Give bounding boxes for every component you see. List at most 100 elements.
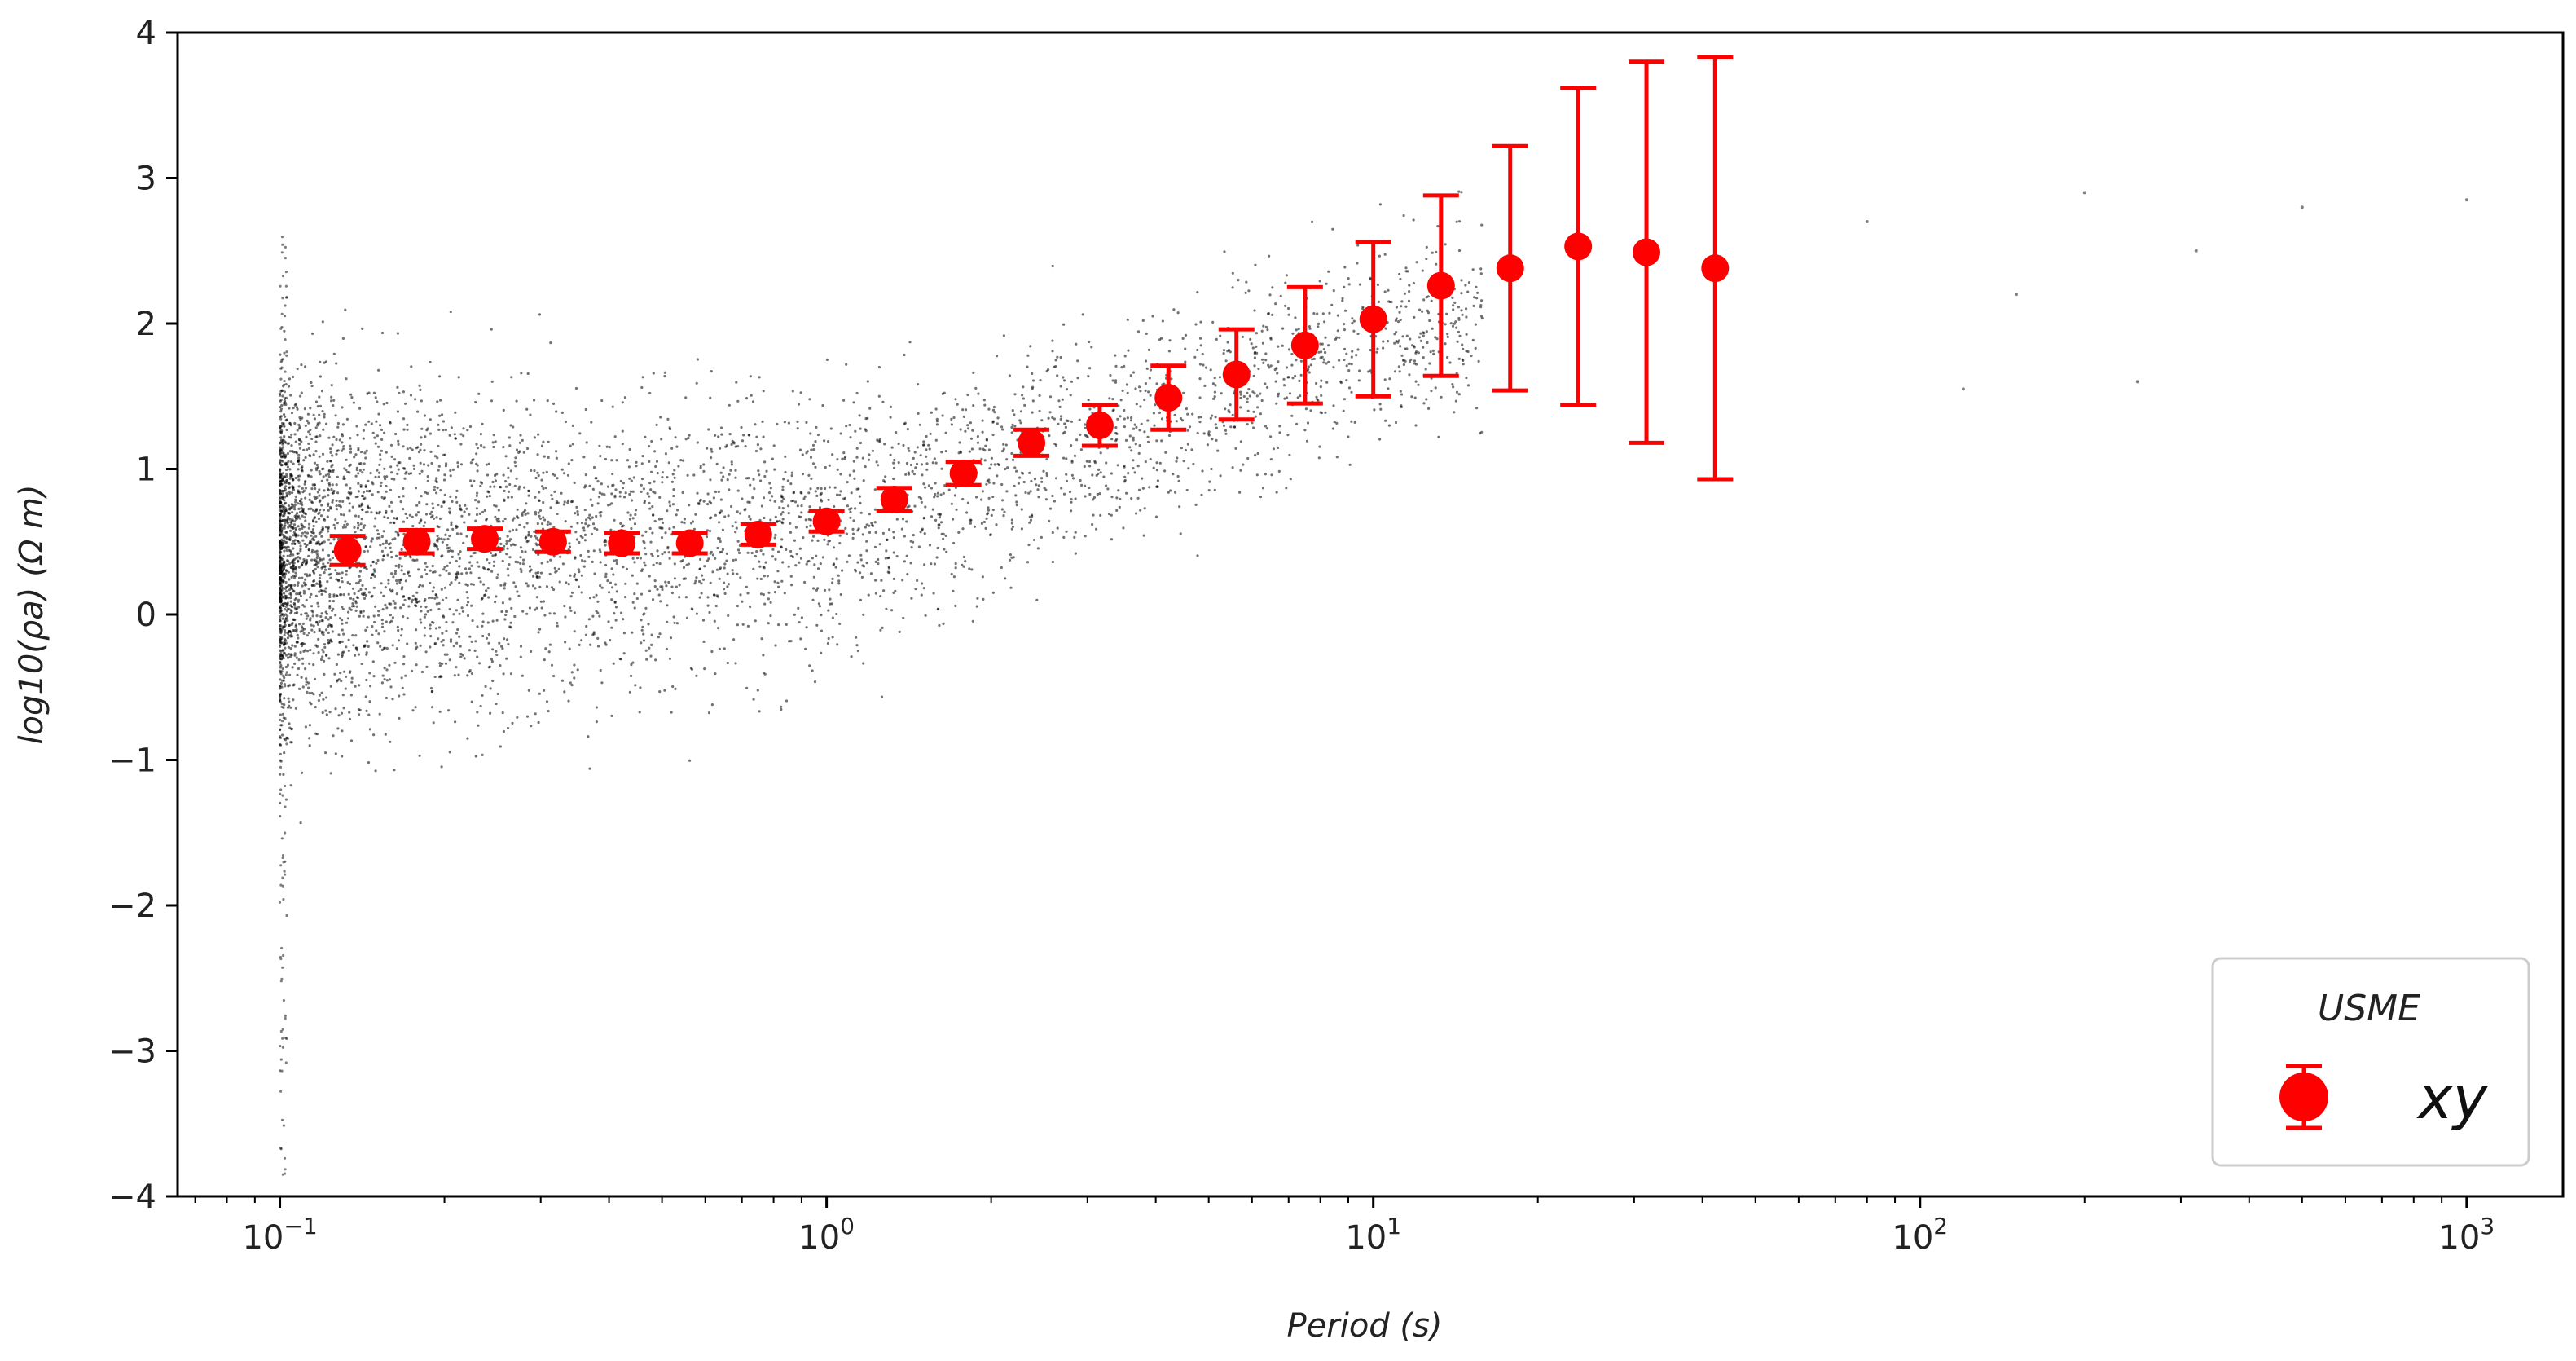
scatter-point xyxy=(431,502,434,505)
scatter-point xyxy=(987,481,991,484)
scatter-point xyxy=(373,575,376,579)
scatter-point xyxy=(288,535,292,539)
scatter-point xyxy=(284,631,287,634)
scatter-point xyxy=(815,425,818,429)
scatter-point xyxy=(1167,350,1171,353)
scatter-point xyxy=(357,490,360,493)
scatter-point xyxy=(923,532,926,535)
scatter-point xyxy=(672,615,675,619)
scatter-point xyxy=(451,555,454,559)
scatter-point xyxy=(298,491,301,495)
scatter-point xyxy=(1070,509,1073,513)
scatter-point xyxy=(939,521,943,524)
scatter-point xyxy=(1413,315,1416,319)
scatter-point xyxy=(1350,363,1353,366)
scatter-point xyxy=(907,447,910,450)
scatter-point xyxy=(1136,330,1141,333)
scatter-point xyxy=(985,438,988,442)
scatter-point xyxy=(1269,364,1273,368)
scatter-point xyxy=(986,479,989,482)
scatter-point xyxy=(719,551,722,554)
scatter-point xyxy=(1373,408,1376,412)
scatter-point xyxy=(284,646,287,650)
scatter-point xyxy=(321,410,324,413)
scatter-point xyxy=(314,535,318,538)
scatter-point xyxy=(348,671,351,674)
scatter-point xyxy=(660,518,664,521)
scatter-point xyxy=(535,606,538,610)
scatter-point xyxy=(312,453,315,456)
scatter-point xyxy=(1312,357,1316,360)
scatter-point xyxy=(1062,432,1065,435)
scatter-point xyxy=(1093,461,1097,465)
scatter-point xyxy=(800,504,803,508)
scatter-point xyxy=(982,520,986,524)
scatter-point xyxy=(522,558,525,562)
scatter-point xyxy=(619,479,622,483)
scatter-point xyxy=(1192,462,1195,466)
scatter-point xyxy=(443,653,447,656)
scatter-point xyxy=(1198,337,1202,340)
scatter-point xyxy=(939,493,943,496)
scatter-point xyxy=(293,508,297,511)
scatter-point xyxy=(1312,312,1316,315)
scatter-point xyxy=(418,472,421,475)
scatter-point xyxy=(282,422,285,425)
scatter-point xyxy=(1266,328,1269,332)
scatter-point xyxy=(314,509,317,513)
scatter-point xyxy=(867,458,870,461)
scatter-point xyxy=(463,510,466,513)
scatter-point xyxy=(303,542,306,546)
scatter-point xyxy=(678,584,681,587)
scatter-point xyxy=(356,596,360,600)
scatter-point xyxy=(1413,346,1416,349)
scatter-point xyxy=(611,472,614,476)
scatter-point xyxy=(661,588,664,592)
scatter-point xyxy=(477,500,481,504)
scatter-point xyxy=(349,694,353,697)
scatter-point xyxy=(307,507,310,511)
scatter-point xyxy=(362,614,365,618)
scatter-point xyxy=(628,690,632,694)
scatter-point xyxy=(290,588,294,591)
scatter-point xyxy=(729,469,732,472)
scatter-point xyxy=(1141,487,1145,490)
scatter-point xyxy=(361,327,364,330)
scatter-point xyxy=(705,535,709,539)
scatter-point xyxy=(974,496,978,499)
scatter-point xyxy=(284,594,288,598)
scatter-point xyxy=(521,674,524,677)
scatter-point xyxy=(469,461,473,465)
scatter-point xyxy=(358,570,362,573)
scatter-point xyxy=(1000,482,1004,487)
scatter-point xyxy=(402,495,405,498)
scatter-point xyxy=(1117,404,1120,407)
scatter-point xyxy=(494,515,497,518)
scatter-point xyxy=(719,540,722,544)
scatter-point xyxy=(777,550,780,553)
scatter-point xyxy=(681,491,684,495)
scatter-point xyxy=(868,513,871,516)
scatter-point xyxy=(288,578,291,581)
scatter-point xyxy=(566,473,570,477)
scatter-point xyxy=(1185,407,1188,411)
scatter-point xyxy=(1114,426,1118,429)
scatter-point xyxy=(1035,483,1038,487)
scatter-point xyxy=(336,522,339,525)
scatter-point xyxy=(749,483,752,487)
scatter-point xyxy=(643,501,646,504)
scatter-point xyxy=(787,504,790,508)
scatter-point xyxy=(424,606,428,609)
scatter-point xyxy=(1347,362,1351,365)
scatter-point xyxy=(800,511,803,514)
scatter-point xyxy=(694,513,697,516)
scatter-point xyxy=(391,538,394,541)
scatter-point xyxy=(284,507,288,510)
scatter-point xyxy=(1308,371,1311,374)
scatter-point xyxy=(1331,227,1334,231)
scatter-point xyxy=(1084,495,1087,498)
scatter-point xyxy=(556,512,559,516)
scatter-point xyxy=(450,426,454,429)
scatter-point xyxy=(348,509,351,513)
scatter-point xyxy=(499,537,502,540)
